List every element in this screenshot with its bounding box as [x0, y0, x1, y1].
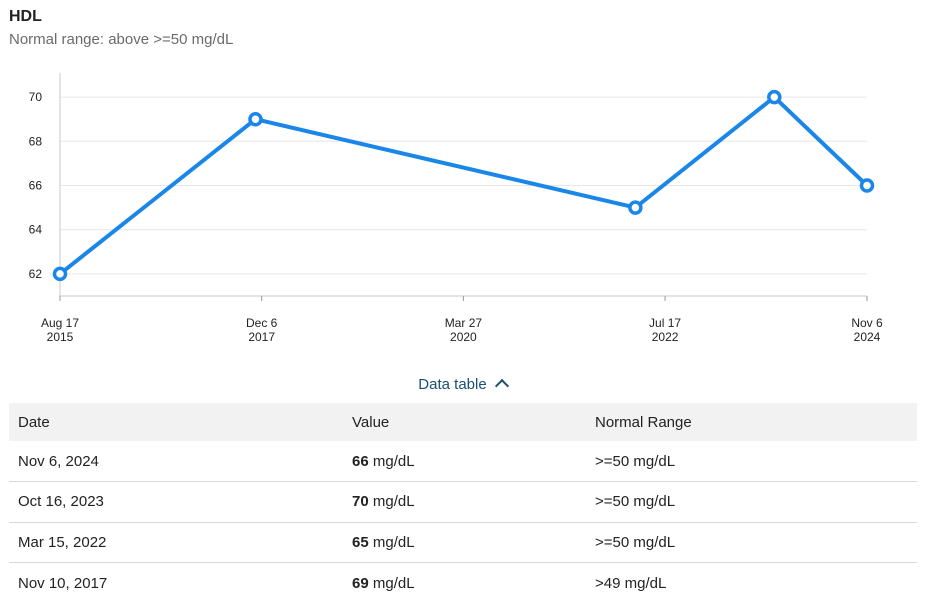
cell-normal-range: >=50 mg/dL — [595, 452, 676, 470]
data-table: Date Value Normal Range Nov 6, 2024 66 m… — [9, 403, 917, 603]
y-tick-label: 68 — [29, 134, 43, 148]
table-row: Nov 6, 2024 66 mg/dL >=50 mg/dL — [9, 441, 917, 482]
column-header-value: Value — [352, 413, 390, 431]
x-tick-label: Dec 6 — [246, 316, 278, 330]
cell-value: 65 mg/dL — [343, 522, 586, 563]
x-tick-label: 2020 — [450, 330, 477, 344]
data-point — [52, 266, 68, 282]
table-row: Nov 10, 2017 69 mg/dL >49 mg/dL — [9, 563, 917, 603]
value-number: 66 — [352, 452, 369, 470]
x-tick-label: 2017 — [248, 330, 275, 344]
x-tick-label: 2022 — [652, 330, 679, 344]
chevron-up-icon — [494, 378, 509, 394]
cell-value: 66 mg/dL — [343, 441, 586, 482]
cell-value: 70 mg/dL — [343, 482, 586, 523]
data-point — [767, 89, 782, 105]
value-number: 70 — [352, 493, 369, 511]
chart-title: HDL — [9, 8, 42, 25]
x-tick-label: 2024 — [854, 330, 881, 344]
cell-normal-range: >=50 mg/dL — [595, 493, 676, 511]
data-point — [859, 178, 875, 193]
value-number: 65 — [352, 533, 369, 551]
cell-date: Mar 15, 2022 — [18, 533, 107, 551]
data-point — [628, 200, 643, 215]
data-table-toggle-label: Data table — [418, 376, 487, 393]
y-tick-label: 64 — [29, 223, 43, 237]
y-tick-label: 66 — [29, 179, 43, 193]
cell-date: Nov 6, 2024 — [18, 452, 99, 470]
cell-date: Oct 16, 2023 — [18, 493, 104, 511]
cell-normal-range: >=50 mg/dL — [595, 533, 676, 551]
data-table-toggle[interactable]: Data table — [0, 376, 925, 394]
x-tick-label: 2015 — [47, 330, 74, 344]
y-tick-label: 70 — [29, 90, 43, 104]
value-unit: mg/dL — [372, 574, 415, 592]
cell-normal-range: >49 mg/dL — [595, 574, 667, 592]
value-unit: mg/dL — [372, 493, 415, 511]
table-header-row: Date Value Normal Range — [9, 403, 917, 441]
value-number: 69 — [352, 574, 369, 592]
x-tick-label: Mar 27 — [445, 316, 483, 330]
x-tick-label: Nov 6 — [851, 316, 883, 330]
cell-value: 69 mg/dL — [343, 563, 586, 603]
y-tick-label: 62 — [29, 267, 43, 281]
table-row: Mar 15, 2022 65 mg/dL >=50 mg/dL — [9, 522, 917, 563]
data-point — [248, 111, 263, 127]
cell-date: Nov 10, 2017 — [18, 574, 108, 592]
value-unit: mg/dL — [372, 533, 415, 551]
column-header-date: Date — [18, 413, 50, 431]
table-row: Oct 16, 2023 70 mg/dL >=50 mg/dL — [9, 482, 917, 523]
normal-range-subtitle: Normal range: above >=50 mg/dL — [9, 31, 234, 48]
x-tick-label: Aug 17 — [41, 316, 79, 330]
x-tick-label: Jul 17 — [649, 316, 681, 330]
column-header-normal-range: Normal Range — [595, 413, 692, 431]
value-unit: mg/dL — [372, 452, 415, 470]
